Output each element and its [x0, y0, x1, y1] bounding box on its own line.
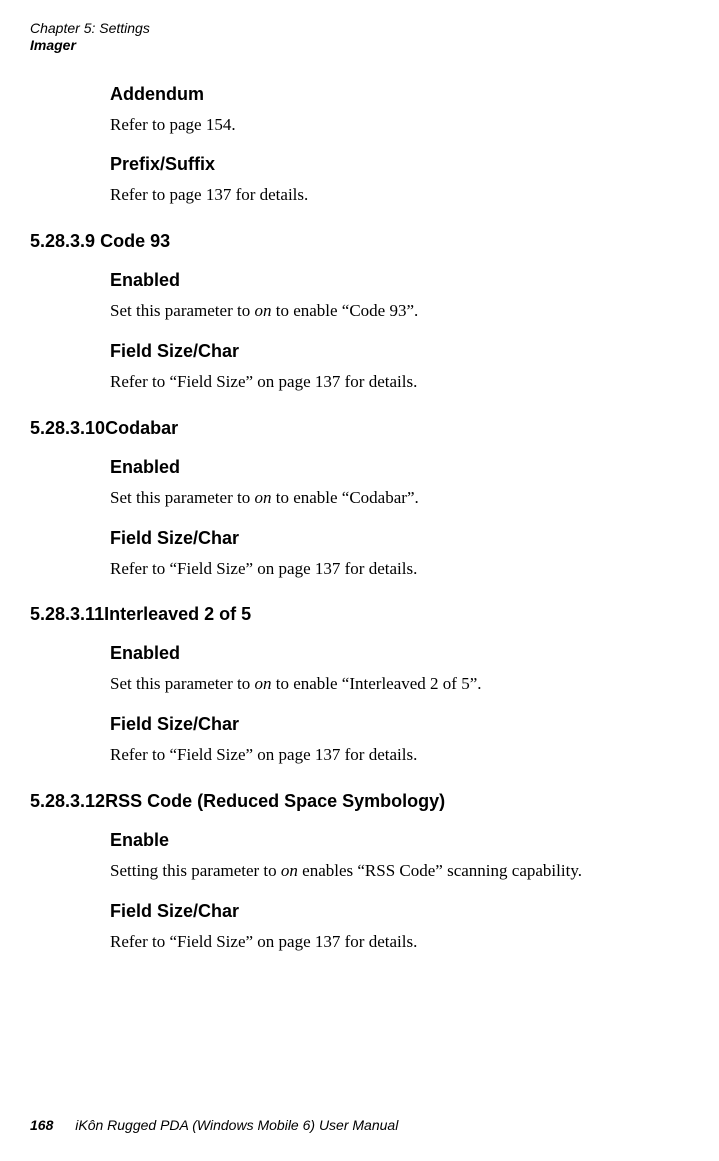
text-part: to enable “Code 93”.: [271, 301, 418, 320]
chapter-label: Chapter 5: Settings: [30, 20, 689, 37]
text-part: Set this parameter to: [110, 301, 254, 320]
page-header: Chapter 5: Settings Imager: [30, 20, 689, 54]
heading-field-size: Field Size/Char: [110, 341, 689, 362]
section-heading-codabar: 5.28.3.10Codabar: [30, 418, 689, 439]
text-italic: on: [254, 488, 271, 507]
text-part: to enable “Codabar”.: [271, 488, 418, 507]
text-italic: on: [254, 674, 271, 693]
text-italic: on: [281, 861, 298, 880]
body-enabled: Set this parameter to on to enable “Inte…: [110, 672, 689, 696]
section-number: 5.28.3.9: [30, 231, 95, 252]
book-title: iKôn Rugged PDA (Windows Mobile 6) User …: [75, 1117, 398, 1133]
text-part: to enable “Interleaved 2 of 5”.: [271, 674, 481, 693]
section-title: RSS Code (Reduced Space Symbology): [105, 791, 445, 811]
heading-enable: Enable: [110, 830, 689, 851]
body-prefix-suffix: Refer to page 137 for details.: [110, 183, 689, 207]
page-number: 168: [30, 1117, 53, 1133]
section-title: Codabar: [105, 418, 178, 438]
heading-enabled: Enabled: [110, 457, 689, 478]
section-number: 5.28.3.12: [30, 791, 105, 812]
body-field-size: Refer to “Field Size” on page 137 for de…: [110, 557, 689, 581]
heading-field-size: Field Size/Char: [110, 714, 689, 735]
text-italic: on: [254, 301, 271, 320]
heading-enabled: Enabled: [110, 270, 689, 291]
body-field-size: Refer to “Field Size” on page 137 for de…: [110, 930, 689, 954]
text-part: enables “RSS Code” scanning capability.: [298, 861, 582, 880]
section-number: 5.28.3.10: [30, 418, 105, 439]
body-field-size: Refer to “Field Size” on page 137 for de…: [110, 743, 689, 767]
section-title: Interleaved 2 of 5: [104, 604, 251, 624]
text-part: Set this parameter to: [110, 674, 254, 693]
heading-prefix-suffix: Prefix/Suffix: [110, 154, 689, 175]
body-enable: Setting this parameter to on enables “RS…: [110, 859, 689, 883]
chapter-subtitle: Imager: [30, 37, 689, 54]
text-part: Setting this parameter to: [110, 861, 281, 880]
section-heading-interleaved: 5.28.3.11Interleaved 2 of 5: [30, 604, 689, 625]
heading-addendum: Addendum: [110, 84, 689, 105]
heading-enabled: Enabled: [110, 643, 689, 664]
section-number: 5.28.3.11: [30, 604, 104, 625]
heading-field-size: Field Size/Char: [110, 528, 689, 549]
heading-field-size: Field Size/Char: [110, 901, 689, 922]
section-heading-code93: 5.28.3.9 Code 93: [30, 231, 689, 252]
body-enabled: Set this parameter to on to enable “Coda…: [110, 486, 689, 510]
page-footer: 168 iKôn Rugged PDA (Windows Mobile 6) U…: [30, 1117, 398, 1133]
text-part: Set this parameter to: [110, 488, 254, 507]
body-field-size: Refer to “Field Size” on page 137 for de…: [110, 370, 689, 394]
body-enabled: Set this parameter to on to enable “Code…: [110, 299, 689, 323]
content-area: Addendum Refer to page 154. Prefix/Suffi…: [30, 84, 689, 954]
section-heading-rss: 5.28.3.12RSS Code (Reduced Space Symbolo…: [30, 791, 689, 812]
section-title: Code 93: [100, 231, 170, 251]
body-addendum: Refer to page 154.: [110, 113, 689, 137]
